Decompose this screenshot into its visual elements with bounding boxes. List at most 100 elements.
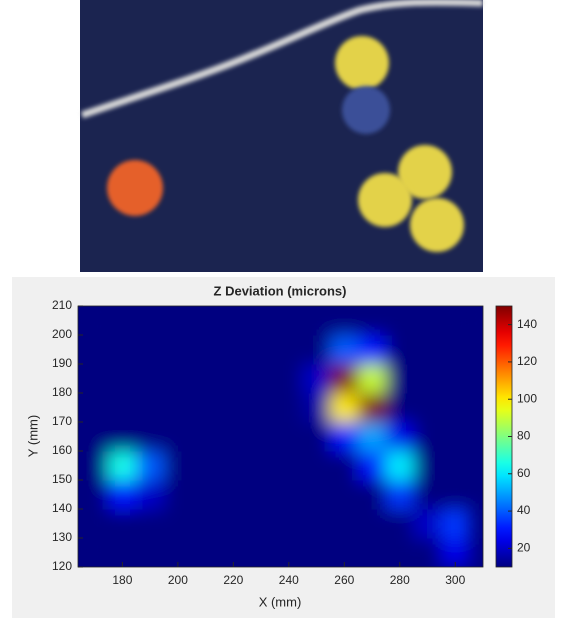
heat-cell xyxy=(274,335,304,365)
heat-cell xyxy=(80,335,110,365)
heat-cell xyxy=(136,480,165,510)
x-tick-label: 280 xyxy=(390,573,410,587)
heat-cell xyxy=(385,393,415,423)
heat-cell xyxy=(302,509,331,539)
heatmap xyxy=(78,306,483,567)
heat-cell xyxy=(302,422,331,452)
y-tick-label: 120 xyxy=(52,559,72,573)
colorbar-tick-label: 120 xyxy=(517,354,537,368)
heat-cell xyxy=(108,364,137,394)
heat-cell xyxy=(330,422,359,452)
heat-cell xyxy=(413,538,442,567)
y-tick-label: 140 xyxy=(52,501,72,515)
heat-cell xyxy=(219,306,248,336)
chart-title: Z Deviation (microns) xyxy=(214,283,347,298)
heat-cell xyxy=(358,306,387,336)
heat-cell xyxy=(163,451,193,481)
heat-cell xyxy=(80,509,110,539)
heat-cell xyxy=(80,393,110,423)
heat-cell xyxy=(358,422,387,452)
heat-cell xyxy=(80,480,110,510)
heat-cell xyxy=(441,451,470,481)
heat-cell xyxy=(191,480,220,510)
heat-cell xyxy=(219,364,248,394)
heat-cell xyxy=(163,306,193,336)
heat-cell xyxy=(330,306,359,336)
heat-cell xyxy=(413,393,442,423)
colorbar-tick-label: 80 xyxy=(517,429,531,443)
heat-cell xyxy=(191,451,220,481)
heat-cell xyxy=(191,364,220,394)
heat-cell xyxy=(108,480,137,510)
heat-cell xyxy=(413,509,442,539)
heat-cell xyxy=(441,364,470,394)
heat-cell xyxy=(108,422,137,452)
heat-cell xyxy=(80,306,110,336)
heat-cell xyxy=(136,509,165,539)
heat-cell xyxy=(136,451,165,481)
heat-cell xyxy=(385,364,415,394)
heat-cell xyxy=(358,538,387,567)
heat-cell xyxy=(108,306,137,336)
heat-cell xyxy=(385,451,415,481)
heat-cell xyxy=(358,393,387,423)
heat-cell xyxy=(247,364,276,394)
heat-cell xyxy=(302,451,331,481)
x-tick-label: 260 xyxy=(334,573,354,587)
heat-cell xyxy=(358,364,387,394)
heat-cell xyxy=(136,422,165,452)
heat-cell xyxy=(358,509,387,539)
heat-cell xyxy=(136,393,165,423)
heat-cell xyxy=(302,335,331,365)
y-tick-label: 170 xyxy=(52,414,72,428)
heat-cell xyxy=(385,480,415,510)
heat-cell xyxy=(330,451,359,481)
heat-cell xyxy=(136,306,165,336)
y-tick-label: 190 xyxy=(52,356,72,370)
heat-cell xyxy=(163,364,193,394)
heat-cell xyxy=(191,306,220,336)
heat-cell xyxy=(219,509,248,539)
heat-cell xyxy=(441,422,470,452)
heat-cell xyxy=(163,422,193,452)
x-tick-label: 180 xyxy=(112,573,132,587)
heat-cell xyxy=(163,509,193,539)
heat-cell xyxy=(385,422,415,452)
heat-cell xyxy=(274,364,304,394)
heat-cell xyxy=(330,335,359,365)
heat-cell xyxy=(302,364,331,394)
heat-cell xyxy=(191,538,220,567)
heat-cell xyxy=(413,451,442,481)
heat-cell xyxy=(441,393,470,423)
heat-cell xyxy=(413,335,442,365)
heat-cell xyxy=(330,509,359,539)
heat-cell xyxy=(302,538,331,567)
heat-cell xyxy=(247,451,276,481)
heat-cell xyxy=(247,335,276,365)
y-tick-label: 210 xyxy=(52,298,72,312)
heat-cell xyxy=(274,451,304,481)
heat-cell xyxy=(413,364,442,394)
colorbar-tick-label: 60 xyxy=(517,466,531,480)
heat-cell xyxy=(219,451,248,481)
colorbar-tick-label: 140 xyxy=(517,317,537,331)
heat-cell xyxy=(80,451,110,481)
heat-cell xyxy=(191,422,220,452)
photo xyxy=(80,0,484,272)
heat-cell xyxy=(302,306,331,336)
heat-cell xyxy=(163,335,193,365)
heat-cell xyxy=(136,335,165,365)
heat-cell xyxy=(219,422,248,452)
cells xyxy=(80,306,470,567)
heat-cell xyxy=(413,480,442,510)
heat-cell xyxy=(247,422,276,452)
heat-cell xyxy=(108,393,137,423)
heat-cell xyxy=(247,509,276,539)
heat-cell xyxy=(413,422,442,452)
y-tick-label: 160 xyxy=(52,443,72,457)
heat-cell xyxy=(247,480,276,510)
heat-cell xyxy=(247,306,276,336)
heat-cell xyxy=(441,509,470,539)
